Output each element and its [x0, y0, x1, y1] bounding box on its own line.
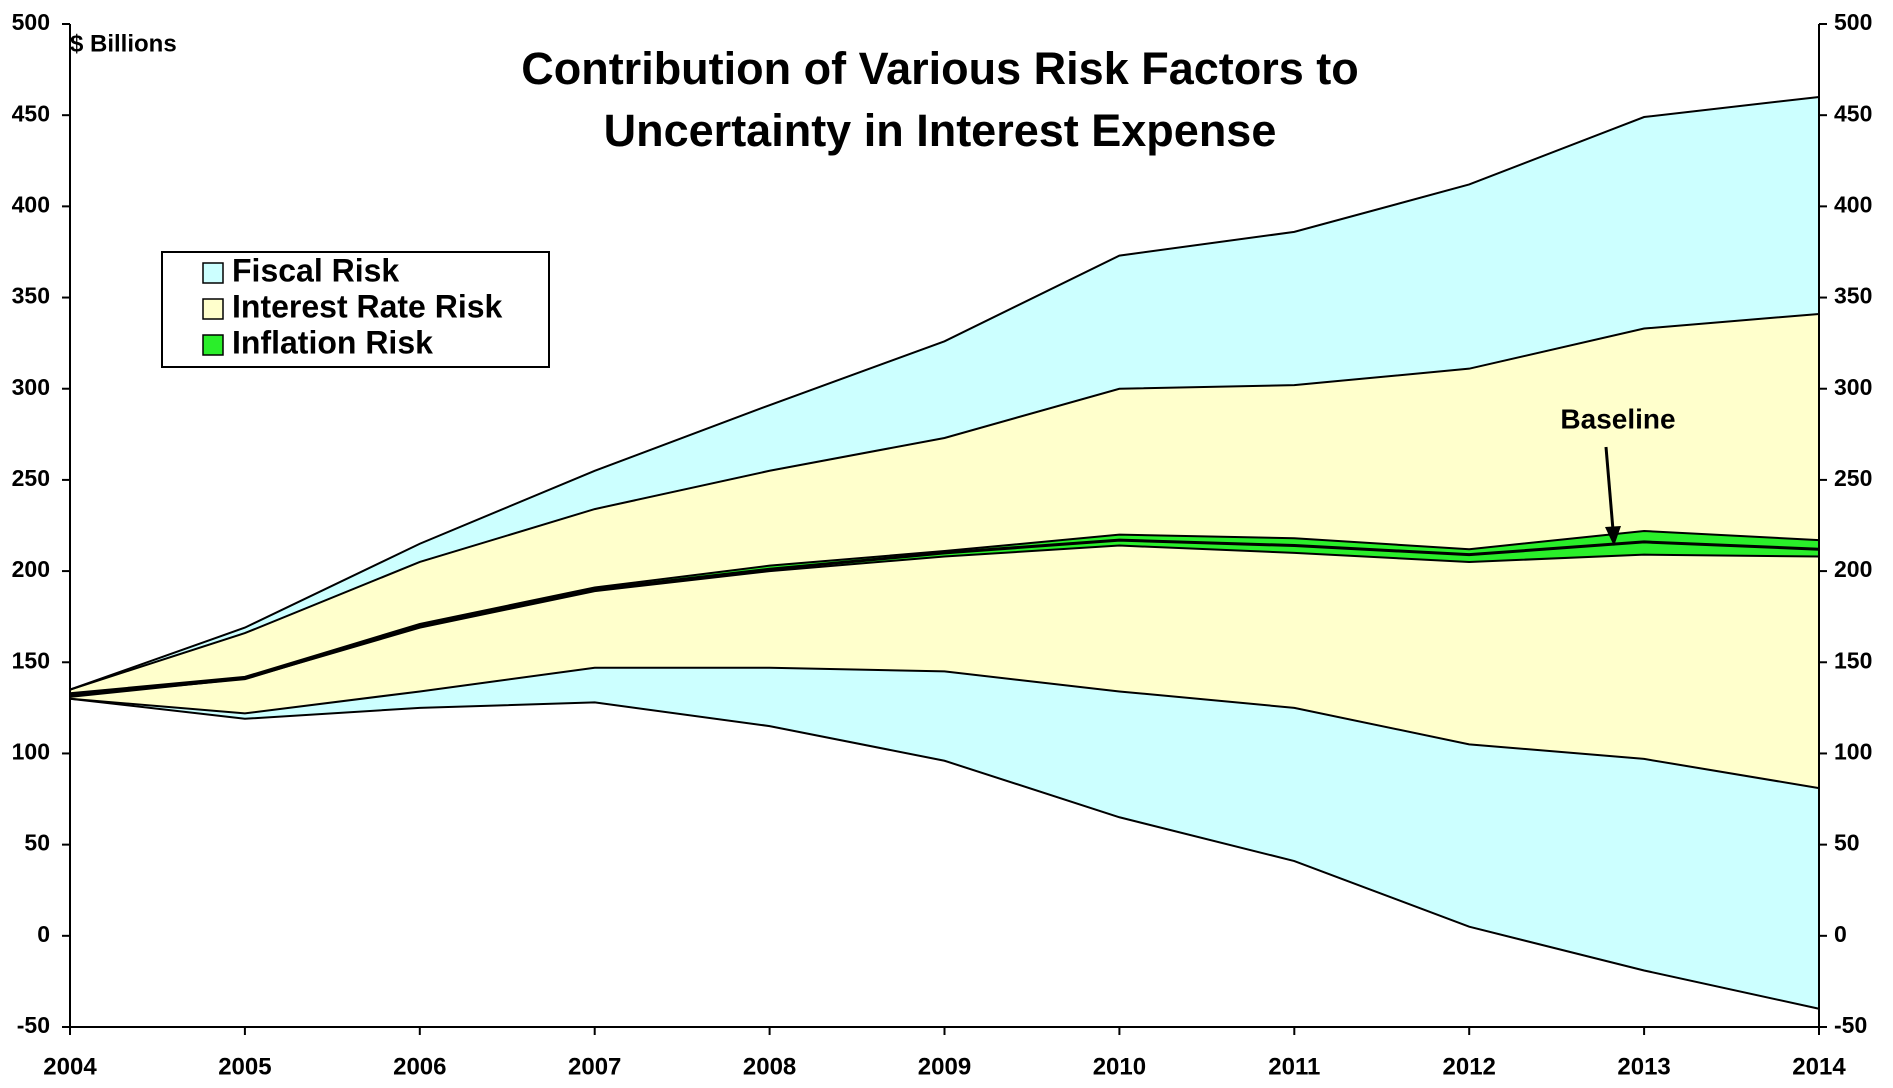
- y2-tick-label: -50: [1834, 1012, 1867, 1038]
- band-edge: [69, 312, 1820, 691]
- y-tick-label: 300: [12, 374, 50, 400]
- legend-swatch: [202, 262, 224, 284]
- y2-tick-label: 500: [1834, 9, 1872, 35]
- legend-swatch: [202, 334, 224, 356]
- y-axis-label: $ Billions: [70, 30, 177, 57]
- risk-band: [70, 530, 1819, 697]
- plot-area: [69, 95, 1820, 1010]
- chart-title: Contribution of Various Risk Factors to …: [521, 43, 1359, 156]
- y2-tick-label: 400: [1834, 191, 1872, 217]
- y2-tick-label: 250: [1834, 465, 1872, 491]
- x-tick-label: 2014: [1792, 1053, 1846, 1080]
- x-tick-label: 2008: [743, 1053, 796, 1080]
- band-edge: [69, 666, 1820, 790]
- y2-tick-label: 50: [1834, 830, 1860, 856]
- baseline-annotation: Baseline: [1560, 403, 1675, 434]
- y2-tick-label: 200: [1834, 556, 1872, 582]
- x-tick-label: 2010: [1093, 1053, 1146, 1080]
- y-tick-label: 250: [12, 465, 50, 491]
- y-tick-label: 0: [37, 921, 50, 947]
- y-tick-label: 50: [24, 830, 50, 856]
- y-tick-label: 150: [12, 647, 50, 673]
- legend-label: Fiscal Risk: [232, 252, 399, 288]
- y2-tick-label: 100: [1834, 739, 1872, 765]
- y-tick-label: 350: [12, 283, 50, 309]
- y2-tick-label: 300: [1834, 374, 1872, 400]
- y2-tick-label: 350: [1834, 283, 1872, 309]
- legend-box: [161, 251, 550, 368]
- x-tick-label: 2012: [1443, 1053, 1496, 1080]
- x-tick-label: 2004: [43, 1053, 97, 1080]
- x-tick-label: 2005: [218, 1053, 271, 1080]
- band-edge: [69, 95, 1820, 691]
- y-tick-label: 200: [12, 556, 50, 582]
- x-tick-label: 2009: [918, 1053, 971, 1080]
- y-tick-label: 450: [12, 100, 50, 126]
- legend-swatch: [202, 298, 224, 320]
- band-edge: [69, 529, 1820, 695]
- annotation-arrow: [1604, 446, 1615, 531]
- x-tick-label: 2006: [393, 1053, 446, 1080]
- x-tick-label: 2011: [1268, 1053, 1320, 1080]
- y2-tick-label: 0: [1834, 921, 1847, 947]
- legend-label: Inflation Risk: [232, 324, 433, 360]
- y-tick-label: 100: [12, 739, 50, 765]
- x-tick-label: 2013: [1617, 1053, 1670, 1080]
- annotation-arrowhead: [1605, 526, 1621, 546]
- y2-tick-label: 150: [1834, 647, 1872, 673]
- y2-tick-label: 450: [1834, 100, 1872, 126]
- y-tick-label: 500: [12, 9, 50, 35]
- baseline-line: [69, 538, 1820, 697]
- x-tick-label: 2007: [568, 1053, 621, 1080]
- legend-label: Interest Rate Risk: [232, 288, 503, 324]
- band-edge: [69, 697, 1820, 1010]
- y-tick-label: -50: [17, 1012, 50, 1038]
- y-tick-label: 400: [12, 191, 50, 217]
